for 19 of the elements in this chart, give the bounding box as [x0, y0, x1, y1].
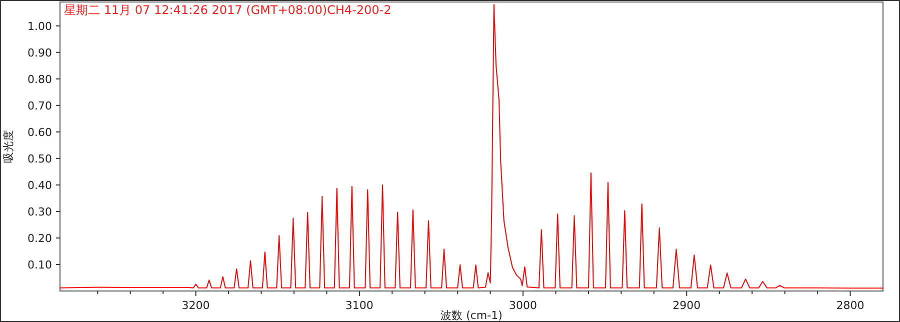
x-axis-title: 波数 (cm-1)	[440, 309, 502, 322]
y-tick-label: 0.50	[28, 152, 52, 166]
y-tick-label: 0.80	[28, 72, 52, 86]
y-tick-label: 0.30	[28, 205, 52, 218]
x-tick-label: 3100	[345, 299, 374, 312]
x-tick-label: 3200	[182, 299, 210, 312]
y-tick-label: 1.00	[28, 20, 52, 33]
y-tick-label: 0.40	[28, 178, 52, 192]
line-series	[60, 4, 884, 289]
chart-title: 星期二 11月 07 12:41:26 2017 (GMT+08:00)CH4-200-2	[64, 3, 392, 17]
y-tick-label: 0.70	[28, 99, 52, 112]
x-tick-label: 2900	[672, 299, 701, 312]
y-tick-label: 0.10	[28, 258, 52, 272]
y-tick-label: 0.20	[28, 232, 52, 245]
y-axis-title: 吸光度	[2, 130, 15, 163]
x-tick-label: 2800	[836, 299, 864, 312]
x-tick-label: 3000	[509, 299, 538, 312]
y-tick-label: 0.90	[28, 46, 52, 60]
y-tick-label: 0.60	[28, 126, 52, 139]
